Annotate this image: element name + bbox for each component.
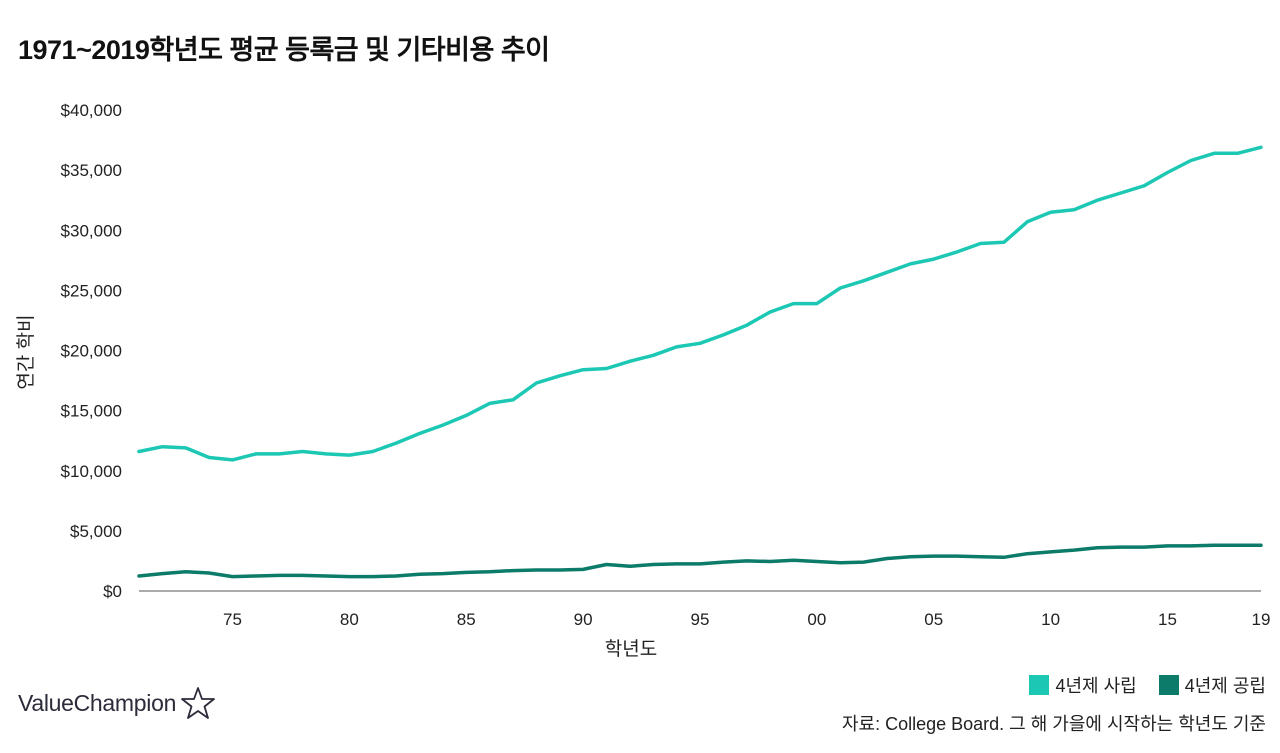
y-axis-label: 연간 학비 bbox=[15, 314, 37, 389]
legend-item-public: 4년제 공립 bbox=[1158, 672, 1266, 698]
x-tick-label: 00 bbox=[807, 610, 826, 629]
x-tick-label: 85 bbox=[457, 610, 476, 629]
y-tick-label: $15,000 bbox=[61, 402, 122, 421]
y-tick-label: $0 bbox=[103, 582, 122, 601]
x-tick-label: 75 bbox=[223, 610, 242, 629]
legend-label-private: 4년제 사립 bbox=[1055, 676, 1137, 696]
x-tick-label: 19 bbox=[1252, 610, 1271, 629]
brand-name: ValueChampion bbox=[18, 689, 177, 716]
series-line-private bbox=[137, 145, 1263, 462]
y-tick-label: $25,000 bbox=[61, 281, 122, 300]
x-tick-label: 80 bbox=[340, 610, 359, 629]
legend-swatch-public bbox=[1158, 675, 1179, 695]
legend-label-public: 4년제 공립 bbox=[1184, 676, 1266, 696]
y-tick-label: $30,000 bbox=[61, 221, 122, 240]
legend: 4년제 사립 4년제 공립 bbox=[1007, 672, 1266, 698]
x-tick-label: 90 bbox=[574, 610, 593, 629]
x-tick-label: 10 bbox=[1041, 610, 1060, 629]
series-layer bbox=[137, 145, 1263, 579]
x-tick-label: 95 bbox=[691, 610, 710, 629]
x-axis-label: 학년도 bbox=[605, 638, 657, 660]
y-tick-label: $40,000 bbox=[61, 101, 122, 120]
legend-item-private: 4년제 사립 bbox=[1029, 672, 1137, 698]
brand-logo: ValueChampion bbox=[18, 686, 216, 720]
x-tick-label: 05 bbox=[924, 610, 943, 629]
star-icon bbox=[181, 687, 215, 719]
source-note: 자료: College Board. 그 해 가을에 시작하는 학년도 기준 bbox=[841, 714, 1266, 734]
chart-title: 1971~2019학년도 평균 등록금 및 기타비용 추이 bbox=[18, 35, 550, 65]
x-tick-label: 15 bbox=[1158, 610, 1177, 629]
x-axis-ticks: 75 80 85 90 95 00 05 10 15 19 bbox=[223, 610, 1270, 629]
y-tick-label: $35,000 bbox=[61, 161, 122, 180]
y-axis-ticks: $0 $5,000 $10,000 $15,000 $20,000 $25,000 $30,… bbox=[61, 101, 122, 601]
y-tick-label: $20,000 bbox=[61, 342, 122, 361]
legend-swatch-private bbox=[1029, 675, 1050, 695]
y-tick-label: $5,000 bbox=[70, 522, 122, 541]
series-line-public bbox=[137, 543, 1263, 579]
y-tick-label: $10,000 bbox=[61, 462, 122, 481]
